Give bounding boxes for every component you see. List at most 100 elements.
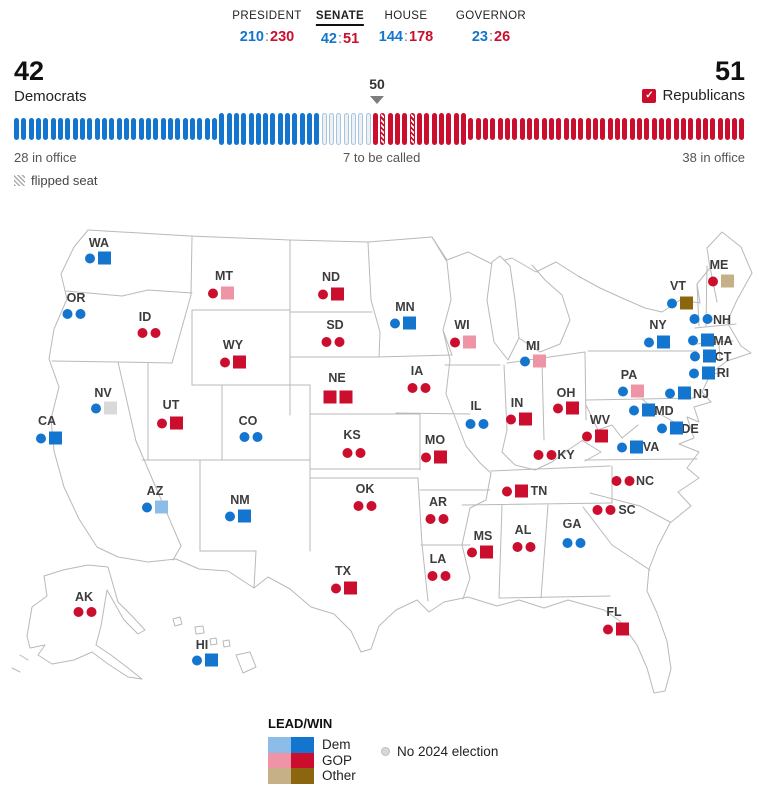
legend-row-label: GOP (322, 752, 353, 768)
state-markers-ND[interactable] (318, 287, 344, 301)
state-markers-MA[interactable] (688, 333, 714, 347)
tab-label: SENATE (315, 10, 365, 26)
seat-pill (167, 118, 173, 140)
seat-pill (343, 113, 349, 145)
state-markers-ME[interactable] (708, 274, 734, 288)
state-markers-TX[interactable] (331, 581, 357, 595)
state-markers-LA[interactable] (427, 571, 451, 581)
state-markers-SC[interactable] (592, 505, 616, 515)
state-markers-WA[interactable] (85, 251, 111, 265)
state-markers-DE[interactable] (657, 421, 683, 435)
state-markers-OR[interactable] (62, 309, 86, 319)
seat-marker-circle-gop (438, 514, 449, 524)
seat-marker-circle-gop (506, 414, 516, 424)
tab-governor[interactable]: GOVERNOR 23:26 (456, 6, 526, 45)
state-label-WA: WA (88, 236, 110, 250)
seat-pill (526, 118, 532, 140)
state-markers-MN[interactable] (390, 316, 416, 330)
gop-party-label: Republicans (662, 87, 745, 104)
state-label-IL: IL (470, 399, 482, 413)
state-markers-KS[interactable] (342, 448, 366, 458)
state-label-KS: KS (343, 428, 361, 442)
state-markers-AR[interactable] (425, 514, 449, 524)
state-label-CT: CT (714, 350, 732, 364)
state-markers-CT[interactable] (690, 349, 716, 363)
seat-marker-circle-gop (624, 476, 635, 486)
state-markers-SD[interactable] (321, 337, 345, 347)
state-markers-NM[interactable] (225, 509, 251, 523)
seat-marker-circle-dem (689, 314, 700, 324)
tab-president[interactable]: PRESIDENT 210:230 (232, 6, 301, 45)
tab-house[interactable]: HOUSE 144:178 (379, 6, 433, 45)
seat-pill (87, 118, 93, 140)
state-markers-IA[interactable] (407, 383, 431, 393)
seat-pill (556, 118, 562, 140)
state-markers-AL[interactable] (512, 542, 536, 552)
seat-pill (365, 113, 371, 145)
state-markers-UT[interactable] (157, 416, 183, 430)
state-markers-IL[interactable] (465, 419, 489, 429)
seat-marker-circle-dem (465, 419, 476, 429)
seat-marker-square-dem (238, 509, 251, 523)
seat-pill (138, 118, 144, 140)
state-markers-WY[interactable] (220, 355, 246, 369)
seat-marker-square-gop (323, 390, 337, 404)
state-markers-NY[interactable] (644, 335, 670, 349)
seat-marker-square-gop (331, 287, 344, 301)
hawaii-islands (172, 616, 183, 627)
seat-marker-circle-dem (702, 314, 713, 324)
state-label-TN: TN (530, 484, 548, 498)
seat-marker-circle-gop (603, 624, 613, 634)
state-markers-MT[interactable] (208, 286, 234, 300)
seat-pill (732, 118, 738, 140)
state-label-NE: NE (328, 371, 346, 385)
seat-pill (329, 113, 335, 145)
state-markers-VT[interactable] (667, 296, 693, 310)
state-markers-NJ[interactable] (665, 386, 691, 400)
state-markers-OH[interactable] (553, 401, 579, 415)
seat-pill (197, 118, 203, 140)
seat-pill (351, 113, 357, 145)
state-markers-RI[interactable] (689, 366, 715, 380)
state-markers-HI[interactable] (192, 653, 218, 667)
state-markers-WV[interactable] (582, 429, 608, 443)
state-markers-FL[interactable] (603, 622, 629, 636)
seat-marker-circle-dem (478, 419, 489, 429)
seat-marker-circle-dem (688, 335, 698, 345)
seat-marker-circle-dem (91, 403, 101, 413)
state-markers-VA[interactable] (617, 440, 643, 454)
state-markers-AZ[interactable] (142, 500, 168, 514)
state-markers-NC[interactable] (611, 476, 635, 486)
seat-pill (461, 113, 467, 145)
seat-pill (497, 118, 503, 140)
legend-lead-swatch (268, 768, 291, 784)
state-markers-ID[interactable] (137, 328, 161, 338)
state-markers-NE[interactable] (323, 390, 353, 404)
tab-score: 210:230 (239, 29, 295, 45)
seat-pill (475, 118, 481, 140)
state-markers-TN[interactable] (502, 484, 528, 498)
state-markers-OK[interactable] (353, 501, 377, 511)
seat-marker-circle-gop (525, 542, 536, 552)
state-markers-NH[interactable] (689, 314, 713, 324)
state-markers-MD[interactable] (629, 403, 655, 417)
state-markers-WI[interactable] (450, 335, 476, 349)
seat-pill (21, 118, 27, 140)
state-markers-CO[interactable] (239, 432, 263, 442)
seat-marker-circle-gop (467, 547, 477, 557)
state-markers-MI[interactable] (520, 354, 546, 368)
state-markers-MO[interactable] (421, 450, 447, 464)
tab-score: 144:178 (378, 29, 434, 45)
seat-pill (263, 113, 269, 145)
state-markers-KY[interactable] (533, 450, 557, 460)
tab-senate[interactable]: SENATE 42:51 (315, 6, 365, 47)
seat-pill (439, 113, 445, 145)
state-markers-NV[interactable] (91, 401, 117, 415)
state-markers-GA[interactable] (562, 538, 586, 548)
state-markers-IN[interactable] (506, 412, 532, 426)
seat-pill (285, 113, 291, 145)
state-markers-CA[interactable] (36, 431, 62, 445)
state-markers-MS[interactable] (467, 545, 493, 559)
state-markers-PA[interactable] (618, 384, 644, 398)
state-markers-AK[interactable] (73, 607, 97, 617)
